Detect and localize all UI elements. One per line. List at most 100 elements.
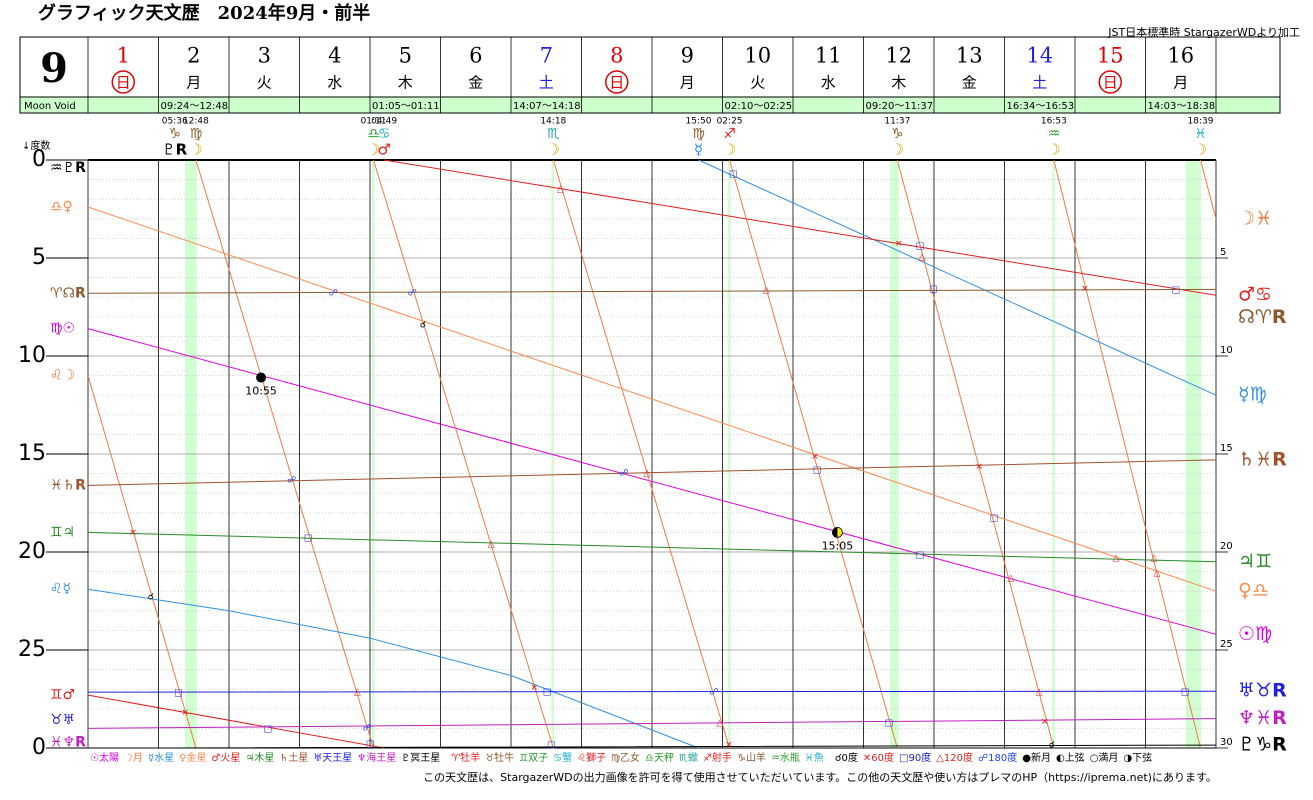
ingress-planet: ☽ [723,141,736,159]
aspect-marker: △ [1007,574,1014,584]
label-start: ♊♃ [50,524,75,540]
aspect-marker: □ [916,242,925,252]
day-number: 7 [540,44,553,68]
ingress-sign: ♒ [1048,126,1061,142]
y-tick-label: 0 [32,735,46,760]
source-note: JST日本標準時 StargazerWDより加工 [1107,25,1300,39]
aspect-marker: □ [929,284,938,294]
ingress-time: 04:49 [371,117,397,127]
phase-time: 15:05 [822,539,854,552]
day-number: 9 [681,44,694,68]
day-number: 6 [469,44,482,68]
new-moon [256,372,267,383]
legend-planet: ☉太陽 [90,751,119,764]
day-number: 12 [885,44,912,68]
quarter-shade [832,527,838,538]
aspect-marker: △ [1150,554,1157,564]
moon-void-time: 09:24～12:48 [161,101,229,112]
ingress-planet: ☽ [547,141,560,159]
label-start: ♎♀ [50,199,73,215]
ingress-time: 11:37 [884,117,910,127]
aspect-marker: △ [1112,554,1119,564]
legend-planet: ☽月 [124,752,143,764]
legend-sign: ♋蟹 [553,751,572,764]
month: 9 [40,45,68,92]
title: グラフィック天文歴 2024年9月・前半 [38,2,370,24]
aspect-marker: ✕ [811,452,819,462]
planet-line [87,328,1217,635]
y2-tick-label: 25 [1220,639,1233,650]
holiday-circle [111,70,135,94]
legend-planet: ♂火星 [211,752,240,764]
ingress-planet: ☽ [1194,141,1207,159]
legend-planet: ♄土星 [279,751,308,764]
aspect-marker: ✕ [895,240,903,250]
weekday: 日 [116,74,131,92]
ingress-sign: ♑ [168,126,181,142]
planet-line [87,718,1217,729]
legend-aspect: △120度 [936,751,973,764]
legend-sign: ♊双子 [519,752,548,764]
aspect-marker: ✕ [1041,717,1049,727]
legend-sign: ♎天秤 [645,752,674,764]
ingress-planet: ♂ [377,141,390,159]
label-end: ☽♓ [1238,207,1272,229]
ingress-planet: ♇R [162,141,187,159]
day-number: 16 [1167,44,1194,68]
day-number: 5 [399,44,412,68]
ingress-planet: ☽ [1047,141,1060,159]
label-start: ♈☊R [50,285,86,301]
aspect-marker: □ [543,687,552,697]
legend-aspect: ✕60度 [863,751,894,764]
label-start: ♓♆R [50,734,86,750]
moon-void-time: 02:10～02:25 [725,101,793,112]
ingress-time: 18:39 [1188,117,1214,127]
ingress-time: 15:50 [686,117,712,127]
legend-planet: ♇冥王星 [401,752,440,764]
holiday-circle [1098,70,1122,94]
weekday: 日 [609,74,624,92]
label-end: ♃♊ [1238,550,1272,572]
holiday-circle [605,70,629,94]
day-number: 8 [610,44,623,68]
ingress-time: 05:36 [162,117,188,127]
aspect-marker: □ [366,740,375,750]
legend-sign: ♒水瓶 [771,751,800,764]
moon-void-time: 09:20～11:37 [866,101,934,112]
weekday: 水 [821,74,836,92]
aspect-marker: ✕ [182,708,190,718]
ingress-planet: ☽ [891,141,904,159]
ingress-planet: ☿ [694,141,703,159]
ingress-time: 12:48 [183,117,209,127]
aspect-marker: □ [916,550,925,560]
ingress-sign: ♎ [367,126,380,142]
aspect-marker: ☌ [420,321,426,331]
aspect-marker: △ [644,469,651,479]
y2-tick-label: 10 [1220,345,1233,356]
y2-tick-label: 30 [1220,737,1233,748]
aspect-marker: ☍ [329,289,338,299]
y2-tick-label: 20 [1220,541,1233,552]
legend-sign: ♓魚 [805,751,824,764]
planet-line [87,159,1217,749]
y-tick-label: 20 [18,539,46,564]
legend-sign: ♈牡羊 [451,751,480,764]
moon-void-time: 01:05～01:11 [372,101,440,112]
aspect-marker: □ [729,169,738,179]
aspect-marker: △ [1153,568,1160,578]
y-tick-label: 5 [32,245,46,270]
weekday: 金 [962,74,977,92]
label-start: ♓♄R [50,477,86,493]
ingress-planet: ☽ [189,141,202,159]
label-end: ♅♉R [1238,680,1287,702]
legend-sign: ♑山羊 [737,751,766,764]
aspect-marker: △ [763,285,770,295]
aspect-marker: □ [990,514,999,524]
label-end: ☊♈R [1238,306,1287,328]
y-tick-label: 0 [32,147,46,172]
weekday: 土 [1032,74,1047,92]
ingress-time: 16:53 [1041,117,1067,127]
weekday: 金 [468,74,483,92]
label-end: ♇♑R [1238,734,1287,756]
